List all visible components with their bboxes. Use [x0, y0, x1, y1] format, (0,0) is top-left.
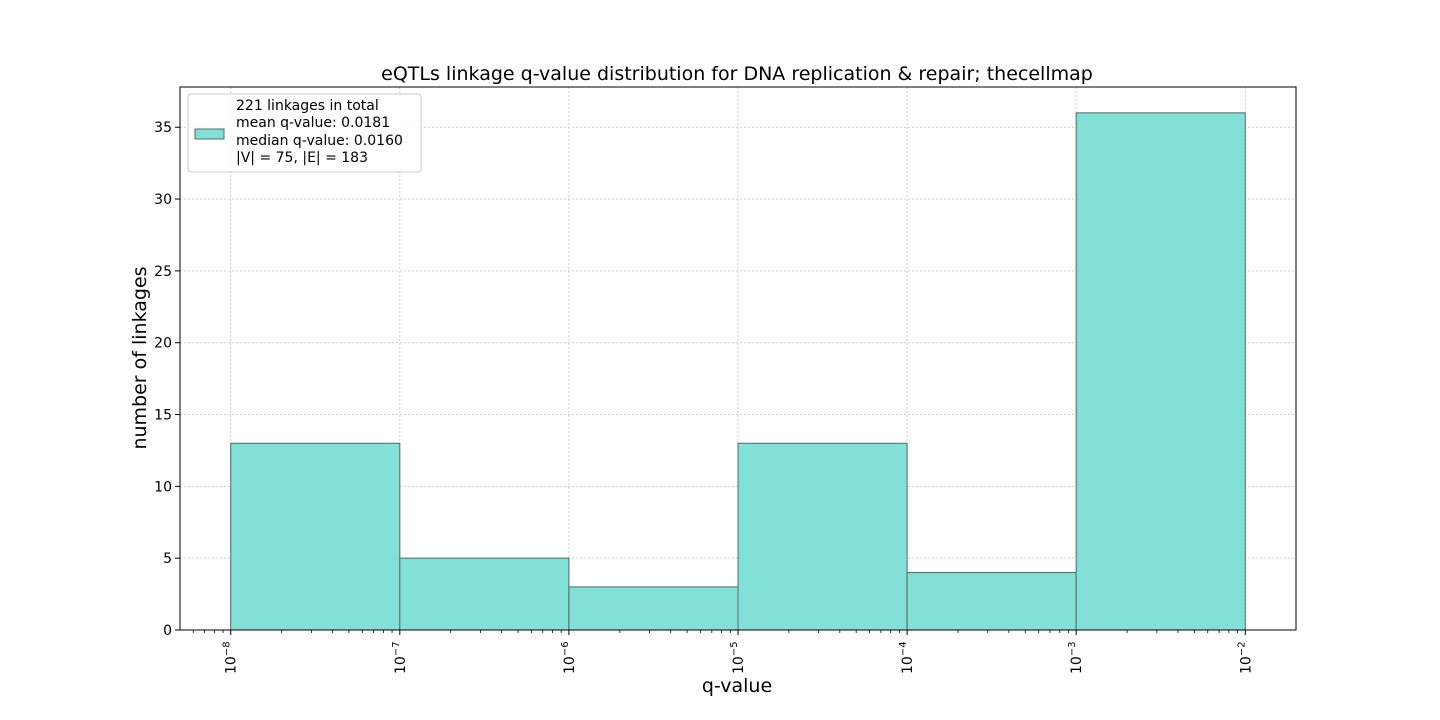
legend-line-median: median q-value: 0.0160 — [236, 133, 403, 149]
x-tick-label: 10−2 — [1236, 641, 1254, 674]
legend: 221 linkages in total mean q-value: 0.01… — [187, 93, 422, 173]
histogram-bar — [230, 442, 401, 631]
x-tick-label: 10−5 — [729, 641, 747, 674]
bars-layer — [230, 112, 1246, 631]
svg-text:10−8: 10−8 — [222, 641, 240, 674]
svg-text:10−4: 10−4 — [898, 641, 916, 674]
legend-box — [187, 93, 422, 173]
svg-text:10−7: 10−7 — [391, 641, 409, 674]
legend-swatch — [194, 128, 225, 140]
y-tick-label: 0 — [163, 623, 172, 639]
svg-text:10−2: 10−2 — [1236, 641, 1254, 674]
y-tick-label: 25 — [154, 264, 172, 280]
histogram-bar — [568, 586, 739, 631]
y-tick-label: 10 — [154, 479, 172, 495]
x-tick-label: 10−4 — [898, 641, 916, 674]
y-tick-label: 15 — [154, 408, 172, 424]
svg-text:10−3: 10−3 — [1067, 641, 1085, 674]
y-tick-label: 5 — [163, 551, 172, 567]
legend-line-graph-size: |V| = 75, |E| = 183 — [236, 150, 368, 166]
y-tick-label: 20 — [154, 336, 172, 352]
x-tick-label: 10−7 — [391, 641, 409, 674]
svg-text:10−6: 10−6 — [560, 641, 578, 674]
legend-line-mean: mean q-value: 0.0181 — [236, 115, 390, 131]
y-tick-label: 35 — [154, 120, 172, 136]
legend-line-total: 221 linkages in total — [236, 98, 379, 114]
ticks-layer: 0 5 10 15 20 25 30 35 10−8 10−7 10−6 10−5 10−4 10−3 10… — [154, 120, 1254, 674]
histogram-bar — [399, 557, 570, 631]
histogram-bar — [737, 442, 908, 631]
svg-text:10−5: 10−5 — [729, 641, 747, 674]
y-axis-label: number of linkages — [129, 266, 151, 449]
x-tick-label: 10−6 — [560, 641, 578, 674]
chart-title: eQTLs linkage q-value distribution for D… — [381, 63, 1093, 85]
histogram-bar — [906, 572, 1077, 631]
histogram-bar — [1075, 112, 1246, 631]
y-tick-label: 30 — [154, 192, 172, 208]
x-axis-label: q-value — [702, 675, 772, 697]
x-tick-label: 10−8 — [222, 641, 240, 674]
x-tick-label: 10−3 — [1067, 641, 1085, 674]
